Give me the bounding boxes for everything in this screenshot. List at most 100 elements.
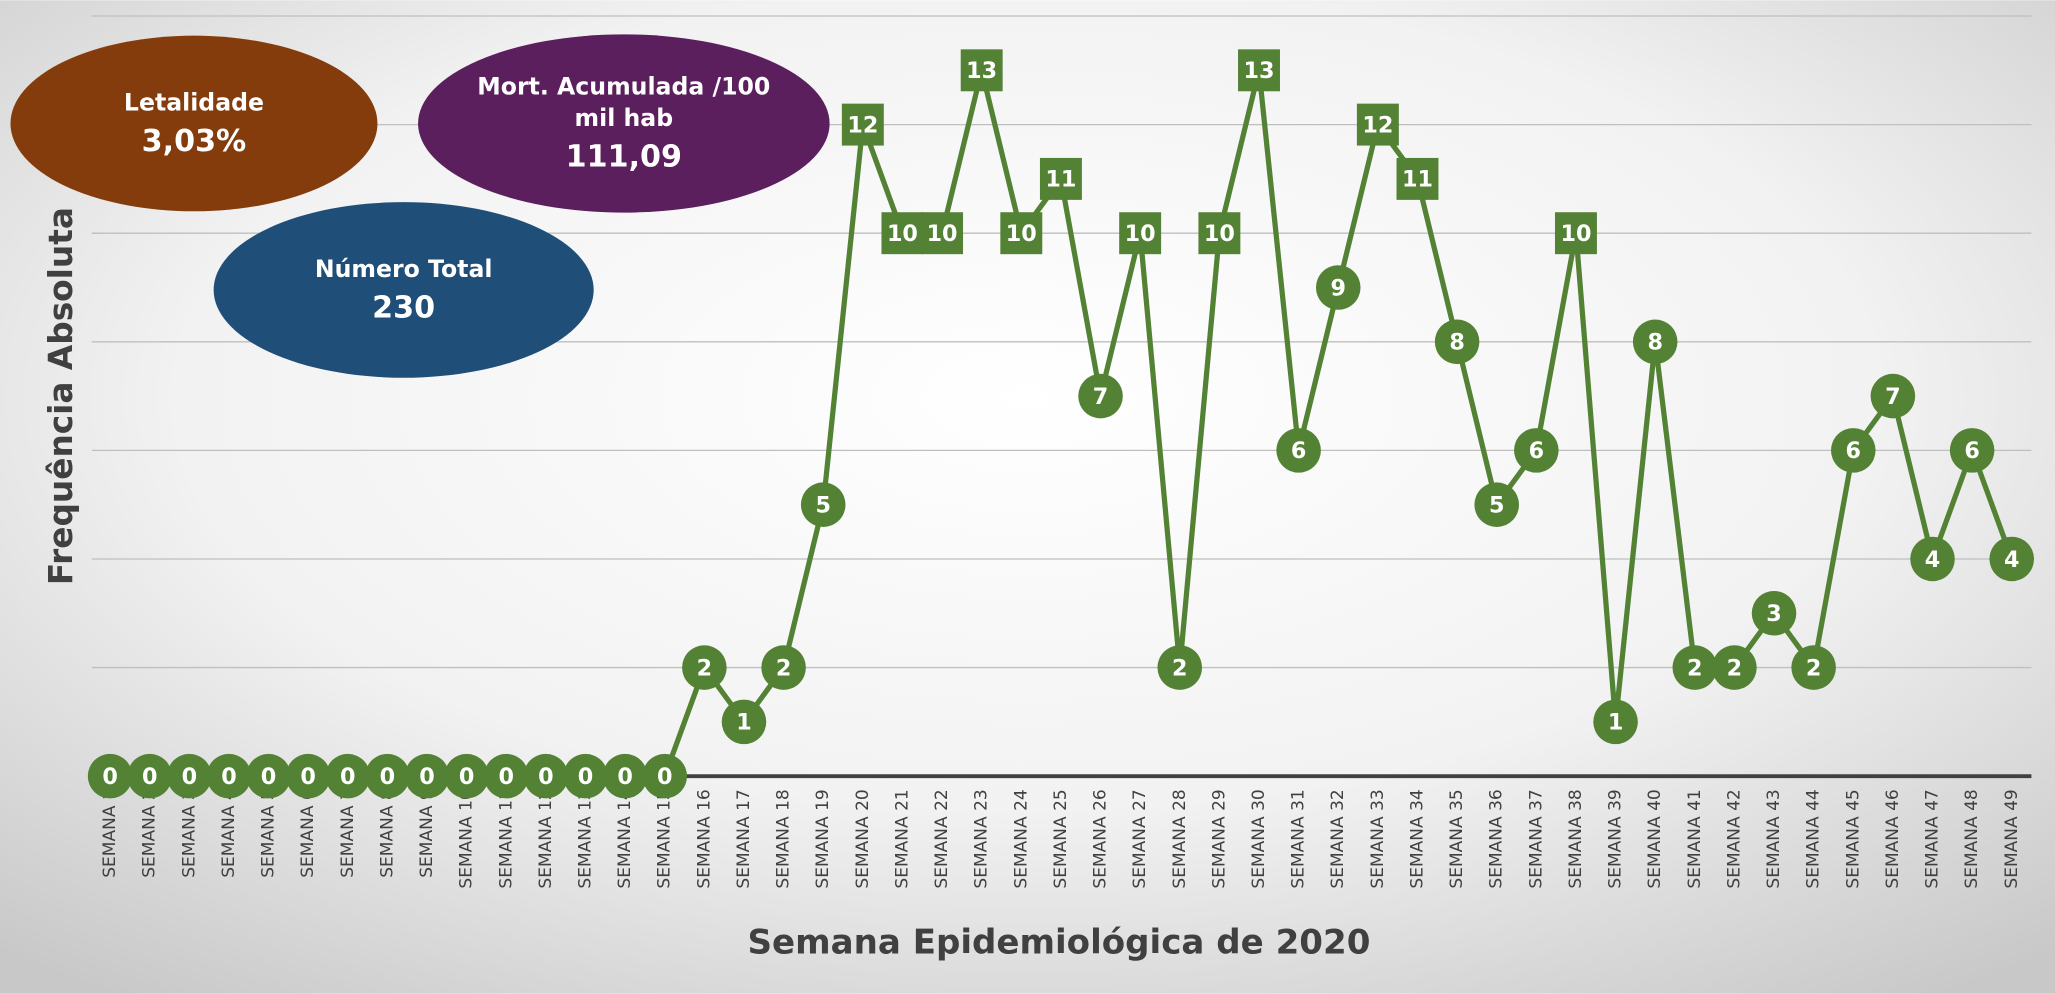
x-tick-label: SEMANA 40 [1645,789,1665,888]
x-tick-label: SEMANA 14 [615,789,635,888]
marker [1910,536,1955,582]
data-label: 0 [142,764,158,790]
x-tick-label: SEMANA 18 [774,789,794,888]
data-label: 10 [1006,221,1037,247]
marker [365,753,410,799]
marker [1830,428,1876,473]
x-tick-label: SEMANA 7 [338,789,358,877]
marker [1949,428,1995,473]
data-label: 0 [182,764,198,790]
annotation: Mort. Acumulada /100 mil hab 111,09 [459,34,788,212]
marker [444,753,489,799]
data-label: 7 [1885,384,1901,410]
data-label: 0 [538,764,554,790]
data-label: 4 [2004,547,2020,573]
marker [841,103,884,146]
data-label: 5 [1489,492,1505,518]
data-label: 10 [1560,221,1591,247]
data-label: 10 [1204,221,1235,247]
marker [1791,645,1836,690]
x-tick-label: SEMANA 15 [655,789,675,888]
marker [285,753,331,799]
x-tick-label: SEMANA 2 [140,789,160,877]
marker [602,753,648,799]
data-label: 10 [1125,221,1156,247]
x-tick-label: SEMANA 20 [853,789,873,888]
marker [325,753,371,799]
marker [1751,590,1797,636]
marker [960,49,1003,92]
marker [1000,212,1043,255]
marker [1593,699,1638,745]
annotation-value: 111,09 [565,140,682,175]
x-tick-label: SEMANA 28 [1170,789,1190,888]
data-label: 0 [419,764,435,790]
data-label: 0 [221,764,237,790]
marker [800,482,846,527]
x-tick-label: SEMANA 19 [813,789,833,888]
marker [1276,428,1321,473]
data-label: 13 [1244,58,1275,84]
x-tick-label: SEMANA 38 [1566,789,1586,888]
data-label: 12 [1362,112,1393,138]
marker [87,753,133,799]
data-label: 0 [102,764,118,790]
data-label: 6 [1964,438,1980,464]
marker [642,753,688,799]
x-tick-label: SEMANA 43 [1764,789,1784,888]
data-label: 0 [261,764,277,790]
data-label: 6 [1291,438,1307,464]
marker [1078,373,1123,419]
marker [167,753,212,799]
data-label: 2 [776,655,792,681]
data-label: 10 [927,221,958,247]
x-tick-label: SEMANA 46 [1883,789,1903,888]
data-label: 0 [499,764,515,790]
data-label: 2 [1172,655,1188,681]
marker [1989,536,2035,582]
data-label: 6 [1529,438,1545,464]
annotation-bubble [10,35,378,212]
data-label: 12 [847,112,878,138]
annotation-label: Letalidade [123,89,265,117]
x-tick-label: SEMANA 29 [1209,789,1229,888]
y-axis-title: Frequência Absoluta [42,207,80,585]
data-label: 0 [300,764,316,790]
x-tick-label: SEMANA 3 [179,789,199,877]
x-tick-label: SEMANA 41 [1685,789,1705,888]
marker [523,753,569,799]
annotation-text: Mort. Acumulada /100 mil hab 111,09 [459,34,788,212]
annotation-value: 230 [372,291,436,326]
data-label: 1 [736,710,752,736]
data-label: 7 [1093,384,1109,410]
data-label: 1 [1608,710,1624,736]
x-tick-label: SEMANA 37 [1526,789,1546,888]
x-tick-label: SEMANA 8 [377,789,397,877]
marker [563,753,608,799]
x-tick-label: SEMANA 17 [734,789,754,888]
x-tick-label: SEMANA 1 [100,789,120,877]
marker [1632,319,1678,365]
marker [1198,212,1241,255]
x-tick-label: SEMANA 22 [932,789,952,888]
x-tick-label: SEMANA 12 [536,789,556,888]
data-label: 0 [578,764,593,790]
data-label: 0 [657,764,672,790]
x-tick-label: SEMANA 9 [417,789,437,877]
marker [1157,645,1203,690]
x-tick-label: SEMANA 48 [1962,789,1982,888]
x-tick-label: SEMANA 11 [496,789,516,888]
data-label: 10 [887,221,918,247]
marker [1554,212,1597,255]
annotation-value: 3,03% [141,124,247,159]
x-tick-label: SEMANA 34 [1407,789,1427,888]
data-label: 5 [815,492,831,518]
x-tick-label: SEMANA 36 [1487,789,1507,888]
x-tick-label: SEMANA 39 [1606,789,1626,888]
data-label: 2 [697,655,713,681]
marker [246,753,291,799]
marker [1396,157,1439,200]
x-tick-label: SEMANA 24 [1011,789,1031,888]
data-label: 3 [1766,601,1782,627]
